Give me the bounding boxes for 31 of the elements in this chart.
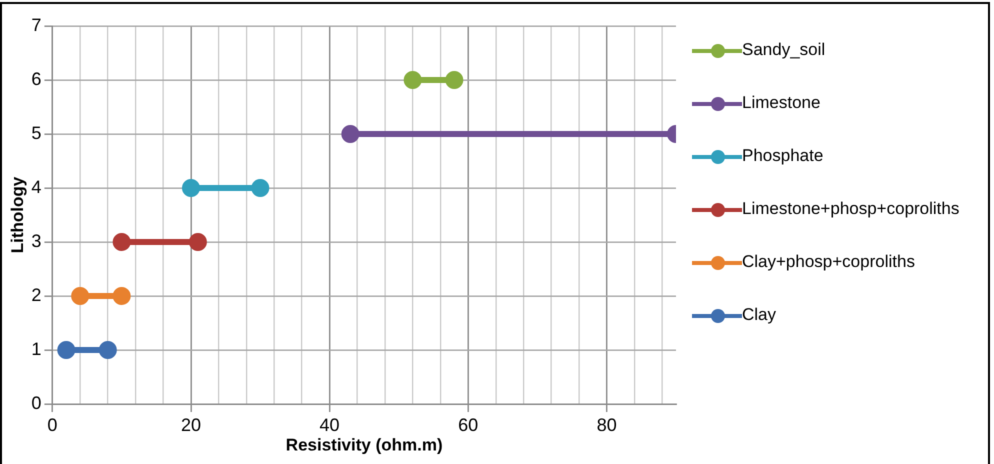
legend-label: Clay	[742, 305, 778, 325]
point	[98, 341, 117, 359]
x-axis-title: Resistivity (ohm.m)	[286, 435, 443, 454]
y-tick-label: 1	[31, 338, 42, 359]
y-tick-label: 6	[31, 68, 42, 89]
point	[251, 179, 270, 197]
point	[71, 287, 90, 305]
y-tick-label: 2	[31, 284, 42, 305]
y-tick-label: 4	[31, 176, 42, 197]
legend-label: Limestone	[742, 93, 822, 113]
y-tick-label: 3	[31, 230, 42, 251]
point	[112, 287, 131, 305]
legend-label: Limestone+phosp+coproliths	[742, 199, 960, 219]
y-axis-title: Lithology	[8, 176, 27, 254]
point	[112, 233, 131, 251]
legend-label: Sandy_soil	[742, 40, 826, 60]
x-tick-label: 60	[458, 414, 478, 435]
point	[445, 71, 464, 89]
point	[188, 233, 207, 251]
x-tick-label: 20	[180, 414, 201, 435]
point	[57, 341, 76, 359]
x-tick-label: 0	[47, 414, 58, 435]
legend-label: Phosphate	[742, 146, 824, 166]
y-tick-label: 7	[31, 14, 42, 35]
x-tick-label: 40	[320, 414, 340, 435]
point	[404, 71, 422, 89]
point	[182, 179, 200, 197]
y-tick-label: 0	[31, 392, 42, 413]
legend-label: Clay+phosp+coproliths	[742, 252, 916, 272]
x-tick-label: 80	[596, 414, 617, 435]
y-tick-label: 5	[31, 122, 42, 143]
